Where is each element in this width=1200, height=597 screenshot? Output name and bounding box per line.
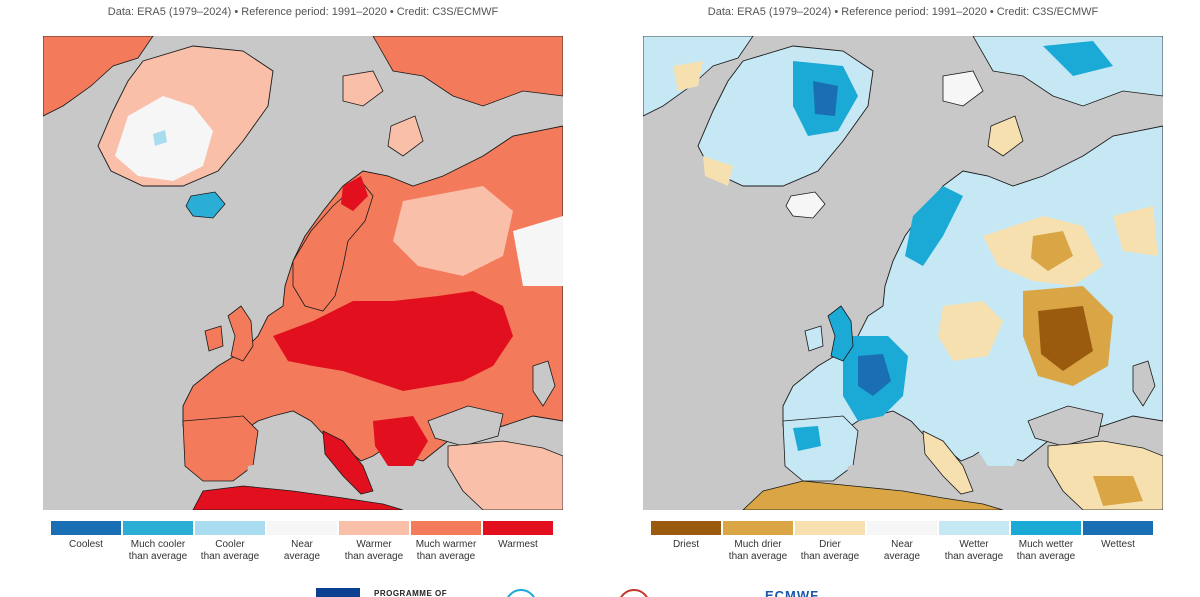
legend-swatch: [939, 521, 1009, 535]
eu-flag-logo: [316, 588, 360, 597]
legend-item-near-average: Near average: [267, 521, 339, 563]
legend-swatch: [123, 521, 193, 535]
legend-swatch: [867, 521, 937, 535]
legend-swatch: [339, 521, 409, 535]
legend-label: Drier than average: [800, 539, 860, 562]
legend-swatch: [1083, 521, 1153, 535]
legend-label: Much wetter than average: [1016, 539, 1076, 562]
legend-label: Much cooler than average: [128, 539, 188, 562]
legend-label: Much warmer than average: [415, 539, 477, 562]
legend-item-coolest: Coolest: [51, 521, 123, 551]
legend-swatch: [795, 521, 865, 535]
legend-item-cooler: Cooler than average: [195, 521, 267, 563]
legend-swatch: [651, 521, 721, 535]
legend-label: Warmer than average: [344, 539, 404, 562]
legend-label: Near average: [283, 539, 321, 562]
legend-label: Wetter than average: [944, 539, 1004, 562]
partner-logos: PROGRAMME OF ECMWF: [0, 586, 1200, 597]
legend-item-much-drier: Much drier than average: [723, 521, 795, 563]
legend-label: Wettest: [1101, 539, 1135, 550]
legend-item-much-warmer: Much warmer than average: [411, 521, 483, 563]
copernicus-logo: [505, 589, 537, 597]
legend-swatch: [483, 521, 553, 535]
legend-label: Coolest: [69, 539, 103, 550]
programme-text: PROGRAMME OF: [374, 589, 448, 597]
legend-label: Cooler than average: [200, 539, 260, 562]
legend-item-much-wetter: Much wetter than average: [1011, 521, 1083, 563]
legend-item-near-average: Near average: [867, 521, 939, 563]
legend-swatch: [1011, 521, 1081, 535]
legend-label: Warmest: [498, 539, 538, 550]
temperature-map: [43, 36, 563, 510]
legend-label: Much drier than average: [728, 539, 788, 562]
legend-swatch: [195, 521, 265, 535]
ecmwf-logo: ECMWF: [765, 588, 820, 597]
legend-item-much-cooler: Much cooler than average: [123, 521, 195, 563]
precipitation-legend: Driest Much drier than average Drier tha…: [651, 521, 1155, 563]
legend-swatch: [51, 521, 121, 535]
legend-label: Near average: [883, 539, 921, 562]
legend-label: Driest: [672, 539, 700, 550]
precipitation-credit: Data: ERA5 (1979–2024) • Reference perio…: [707, 6, 1099, 18]
climate-service-logo: [618, 589, 650, 597]
legend-swatch: [411, 521, 481, 535]
legend-item-driest: Driest: [651, 521, 723, 551]
legend-swatch: [723, 521, 793, 535]
temperature-legend: Coolest Much cooler than average Cooler …: [51, 521, 555, 563]
legend-item-drier: Drier than average: [795, 521, 867, 563]
legend-item-warmer: Warmer than average: [339, 521, 411, 563]
legend-swatch: [267, 521, 337, 535]
legend-item-wetter: Wetter than average: [939, 521, 1011, 563]
legend-item-warmest: Warmest: [483, 521, 555, 551]
temperature-credit: Data: ERA5 (1979–2024) • Reference perio…: [107, 6, 499, 18]
legend-item-wettest: Wettest: [1083, 521, 1155, 551]
precipitation-map: [643, 36, 1163, 510]
